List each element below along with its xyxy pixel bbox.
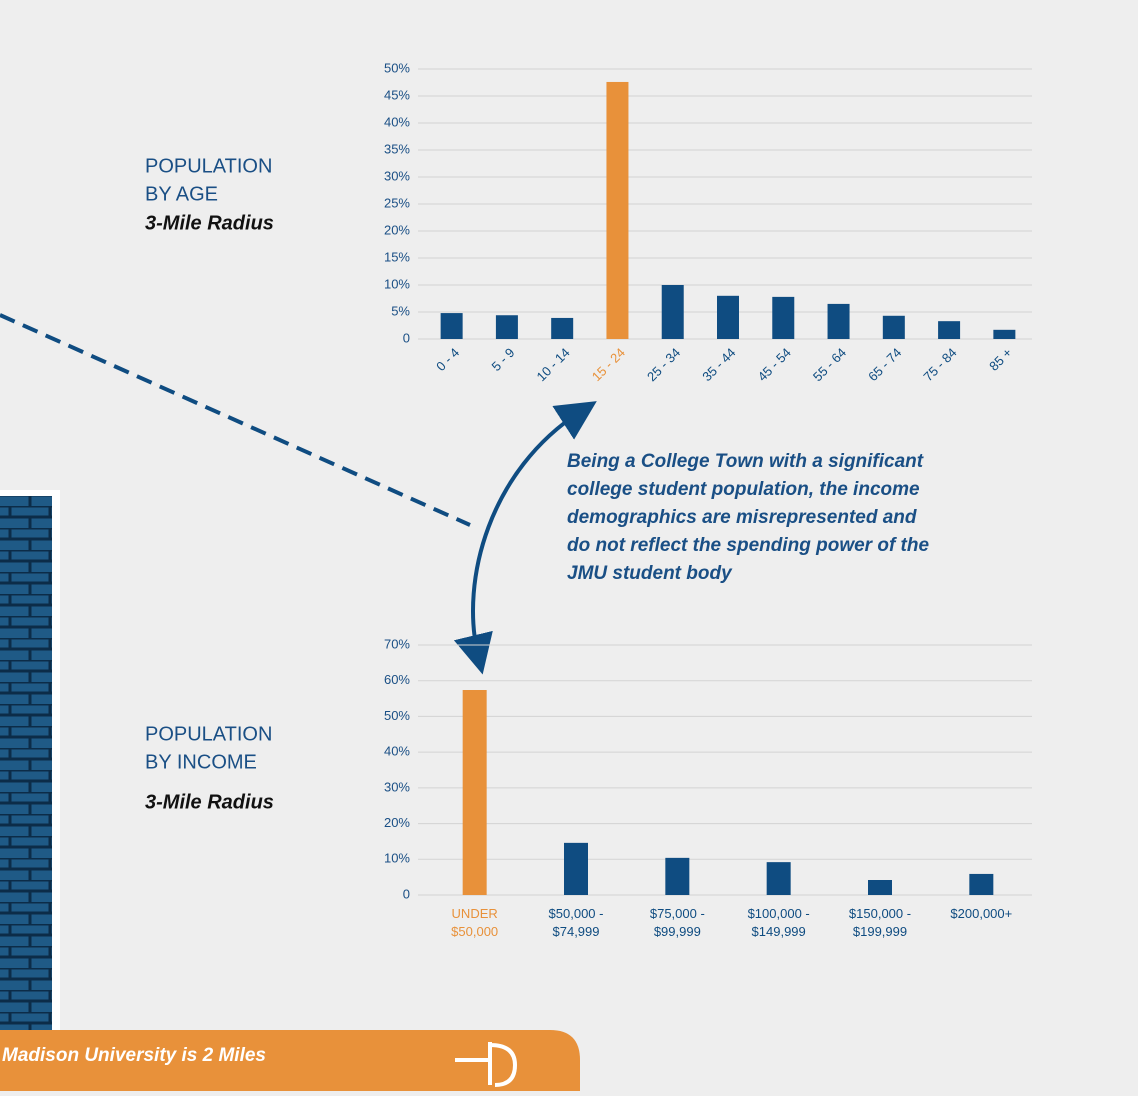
x-tick-label: 45 - 54 bbox=[755, 345, 794, 384]
chart-title: POPULATION bbox=[145, 723, 272, 745]
bar bbox=[868, 880, 892, 895]
y-tick-label: 30% bbox=[384, 168, 410, 183]
annotation-line: demographics are misrepresented and bbox=[567, 507, 917, 528]
bar bbox=[766, 862, 791, 895]
y-tick-label: 15% bbox=[384, 249, 410, 264]
x-tick-label-line: $199,999 bbox=[853, 924, 907, 939]
y-tick-label: 10% bbox=[384, 276, 410, 291]
x-tick-label-line: $150,000 - bbox=[849, 906, 911, 921]
bar bbox=[440, 313, 463, 339]
y-tick-label: 10% bbox=[384, 851, 410, 866]
x-tick-label-line: $75,000 - bbox=[650, 906, 705, 921]
x-tick-label: 5 - 9 bbox=[488, 345, 517, 374]
x-tick-label-line: UNDER bbox=[452, 906, 498, 921]
bar bbox=[495, 315, 518, 339]
charts: POPULATION BY AGE 3-Mile Radius 0 5% 10% 15% 20… bbox=[145, 60, 1032, 939]
x-tick-label: 85 + bbox=[986, 345, 1015, 374]
annotation: Being a College Town with a significant c… bbox=[567, 451, 929, 584]
chart: POPULATION BY INCOME 3-Mile Radius 0 10% 20% 3… bbox=[145, 636, 1032, 939]
photo bbox=[0, 496, 52, 1030]
bar bbox=[661, 285, 684, 339]
x-tick-label-line: $99,999 bbox=[654, 924, 701, 939]
x-tick-label-line: $74,999 bbox=[553, 924, 600, 939]
x-tick-label-line: $50,000 - bbox=[549, 906, 604, 921]
bar bbox=[462, 690, 487, 895]
chart: POPULATION BY AGE 3-Mile Radius 0 5% 10% 15% 20… bbox=[145, 60, 1032, 384]
chart-title: BY AGE bbox=[145, 183, 218, 205]
y-tick-label: 35% bbox=[384, 141, 410, 156]
y-tick-label: 5% bbox=[391, 303, 410, 318]
bar bbox=[938, 321, 961, 339]
bar bbox=[665, 857, 690, 895]
x-tick-label: $150,000 - $199,999 bbox=[849, 906, 911, 939]
x-tick-label: 0 - 4 bbox=[433, 345, 462, 374]
y-tick-label: 50% bbox=[384, 60, 410, 75]
y-tick-label: 0 bbox=[403, 330, 410, 345]
x-tick-label: 75 - 84 bbox=[920, 345, 959, 384]
x-tick-label: $75,000 - $99,999 bbox=[650, 906, 705, 939]
bar bbox=[606, 81, 629, 340]
annotation-line: JMU student body bbox=[567, 563, 733, 584]
annotation-line: college student population, the income bbox=[567, 479, 920, 500]
x-tick-label: UNDER $50,000 bbox=[451, 906, 498, 939]
x-tick-label: 35 - 44 bbox=[699, 345, 738, 384]
x-tick-label: 55 - 64 bbox=[810, 345, 849, 384]
chart-subtitle: 3-Mile Radius bbox=[145, 791, 274, 813]
bar bbox=[882, 315, 905, 339]
banner-text: Madison University is 2 Miles bbox=[2, 1045, 266, 1066]
x-tick-label: 65 - 74 bbox=[865, 345, 904, 384]
bar bbox=[564, 842, 588, 895]
x-tick-label: 15 - 24 bbox=[589, 345, 628, 384]
banner-icon bbox=[455, 1042, 518, 1087]
x-tick-label: $50,000 - $74,999 bbox=[549, 906, 604, 939]
y-tick-label: 20% bbox=[384, 815, 410, 830]
bar bbox=[551, 317, 574, 339]
x-tick-label: 25 - 34 bbox=[644, 345, 683, 384]
y-tick-label: 60% bbox=[384, 672, 410, 687]
x-tick-label: $100,000 - $149,999 bbox=[748, 906, 810, 939]
y-tick-label: 50% bbox=[384, 708, 410, 723]
x-tick-label-line: $100,000 - bbox=[748, 906, 810, 921]
x-tick-label: $200,000+ bbox=[950, 906, 1012, 921]
bar bbox=[717, 295, 739, 339]
x-tick-label-line: $50,000 bbox=[451, 924, 498, 939]
y-tick-label: 30% bbox=[384, 779, 410, 794]
annotation-line: do not reflect the spending power of the bbox=[567, 535, 929, 556]
y-tick-label: 40% bbox=[384, 744, 410, 759]
bar bbox=[772, 296, 795, 339]
bar bbox=[969, 873, 994, 895]
chart-title: POPULATION bbox=[145, 155, 272, 177]
y-tick-label: 40% bbox=[384, 114, 410, 129]
double-arrow bbox=[453, 401, 597, 675]
y-tick-label: 70% bbox=[384, 636, 410, 651]
chart-title: BY INCOME bbox=[145, 751, 257, 773]
annotation-line: Being a College Town with a significant bbox=[567, 451, 924, 472]
y-tick-label: 0 bbox=[403, 886, 410, 901]
dashed-connector bbox=[0, 313, 471, 527]
bar bbox=[993, 329, 1016, 339]
bar bbox=[827, 303, 850, 339]
x-tick-label: 10 - 14 bbox=[534, 345, 573, 384]
x-tick-label-line: $200,000+ bbox=[950, 906, 1012, 921]
y-tick-label: 25% bbox=[384, 195, 410, 210]
banner bbox=[0, 1030, 580, 1091]
x-tick-label-line: $149,999 bbox=[752, 924, 806, 939]
y-tick-label: 45% bbox=[384, 87, 410, 102]
chart-subtitle: 3-Mile Radius bbox=[145, 212, 274, 234]
y-tick-label: 20% bbox=[384, 222, 410, 237]
